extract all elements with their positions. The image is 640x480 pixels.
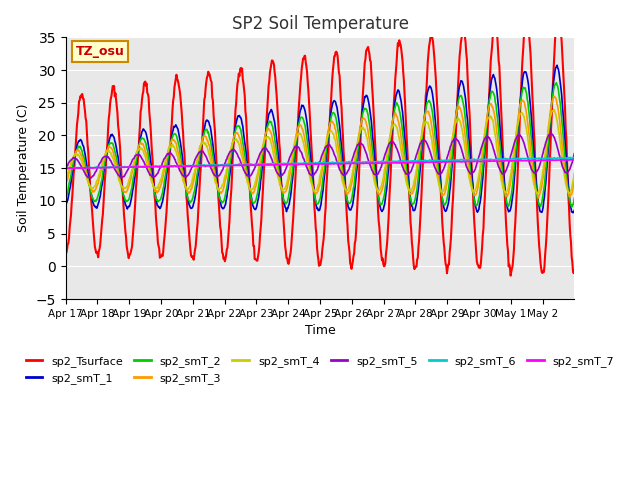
sp2_smT_4 xyxy=(122,185,129,191)
sp2_smT_1 xyxy=(372,170,380,176)
sp2_smT_2 xyxy=(259,148,267,154)
Line: sp2_smT_7: sp2_smT_7 xyxy=(66,159,574,168)
sp2_smT_5 xyxy=(87,175,95,181)
sp2_smT_7 xyxy=(216,163,223,168)
sp2_smT_1 xyxy=(259,154,267,160)
sp2_smT_2 xyxy=(62,194,70,200)
sp2_smT_1 xyxy=(240,134,248,140)
sp2_Tsurface xyxy=(122,229,129,235)
Y-axis label: Soil Temperature (C): Soil Temperature (C) xyxy=(17,104,30,232)
sp2_Tsurface xyxy=(372,163,380,168)
sp2_smT_6 xyxy=(566,155,574,160)
sp2_smT_6 xyxy=(260,162,268,168)
sp2_smT_7 xyxy=(401,160,409,166)
Line: sp2_smT_5: sp2_smT_5 xyxy=(66,133,574,178)
sp2_smT_5 xyxy=(570,151,578,156)
sp2_smT_7 xyxy=(570,157,578,163)
sp2_smT_5 xyxy=(241,169,248,175)
sp2_smT_4 xyxy=(62,177,70,183)
sp2_smT_6 xyxy=(216,162,223,168)
sp2_smT_3 xyxy=(259,141,267,147)
sp2_smT_6 xyxy=(570,155,578,160)
sp2_smT_6 xyxy=(68,166,76,172)
sp2_smT_5 xyxy=(122,170,130,176)
sp2_smT_3 xyxy=(550,94,558,99)
sp2_smT_3 xyxy=(372,182,380,188)
Line: sp2_smT_1: sp2_smT_1 xyxy=(66,65,574,213)
Line: sp2_smT_6: sp2_smT_6 xyxy=(66,157,574,169)
sp2_smT_4 xyxy=(401,169,408,175)
sp2_Tsurface xyxy=(215,202,223,207)
sp2_smT_1 xyxy=(569,210,577,216)
Text: TZ_osu: TZ_osu xyxy=(76,45,125,58)
sp2_smT_4 xyxy=(215,187,223,193)
Line: sp2_smT_3: sp2_smT_3 xyxy=(66,96,574,198)
sp2_smT_2 xyxy=(552,80,560,85)
sp2_smT_2 xyxy=(570,195,578,201)
Line: sp2_smT_4: sp2_smT_4 xyxy=(66,109,574,193)
sp2_smT_7 xyxy=(373,160,381,166)
Legend: sp2_Tsurface, sp2_smT_1, sp2_smT_2, sp2_smT_3, sp2_smT_4, sp2_smT_5, sp2_smT_6, : sp2_Tsurface, sp2_smT_1, sp2_smT_2, sp2_… xyxy=(21,352,619,388)
sp2_smT_3 xyxy=(215,188,223,194)
sp2_smT_2 xyxy=(568,204,575,210)
Title: SP2 Soil Temperature: SP2 Soil Temperature xyxy=(232,15,408,33)
sp2_smT_5 xyxy=(216,172,223,178)
sp2_smT_7 xyxy=(260,162,268,168)
sp2_smT_7 xyxy=(241,163,248,168)
sp2_smT_6 xyxy=(401,159,409,165)
sp2_smT_5 xyxy=(547,130,555,136)
sp2_smT_5 xyxy=(62,166,70,172)
sp2_smT_7 xyxy=(63,166,70,171)
sp2_smT_2 xyxy=(401,147,408,153)
sp2_smT_6 xyxy=(373,158,381,164)
sp2_smT_4 xyxy=(533,191,541,196)
sp2_Tsurface xyxy=(240,86,248,92)
sp2_smT_4 xyxy=(372,184,380,190)
X-axis label: Time: Time xyxy=(305,324,335,337)
sp2_Tsurface xyxy=(556,12,563,18)
sp2_smT_1 xyxy=(62,204,70,209)
Line: sp2_Tsurface: sp2_Tsurface xyxy=(66,15,574,276)
sp2_smT_5 xyxy=(260,145,268,151)
sp2_smT_7 xyxy=(563,156,571,162)
sp2_Tsurface xyxy=(570,268,578,274)
sp2_smT_3 xyxy=(122,189,129,194)
sp2_smT_4 xyxy=(259,142,267,147)
sp2_smT_4 xyxy=(550,107,557,112)
Line: sp2_smT_2: sp2_smT_2 xyxy=(66,83,574,207)
sp2_smT_6 xyxy=(122,164,130,170)
sp2_smT_7 xyxy=(62,165,70,170)
sp2_smT_3 xyxy=(62,181,70,187)
sp2_smT_5 xyxy=(373,172,381,178)
sp2_smT_1 xyxy=(122,202,129,207)
sp2_smT_1 xyxy=(553,62,561,68)
sp2_smT_2 xyxy=(122,198,129,204)
sp2_smT_2 xyxy=(215,192,223,198)
sp2_smT_6 xyxy=(62,165,70,171)
sp2_smT_3 xyxy=(401,160,408,166)
sp2_smT_7 xyxy=(122,164,130,170)
sp2_smT_2 xyxy=(240,148,248,154)
sp2_smT_3 xyxy=(570,177,578,182)
sp2_smT_5 xyxy=(401,169,409,175)
sp2_Tsurface xyxy=(507,273,515,278)
sp2_Tsurface xyxy=(401,90,408,96)
sp2_Tsurface xyxy=(259,179,267,184)
sp2_smT_2 xyxy=(372,180,380,186)
sp2_smT_1 xyxy=(570,207,578,213)
sp2_smT_3 xyxy=(240,157,248,163)
sp2_smT_1 xyxy=(401,132,408,137)
sp2_smT_4 xyxy=(240,165,248,170)
sp2_smT_1 xyxy=(215,191,223,196)
sp2_smT_6 xyxy=(241,162,248,168)
sp2_smT_3 xyxy=(534,195,542,201)
sp2_smT_4 xyxy=(570,171,578,177)
sp2_Tsurface xyxy=(62,250,70,255)
